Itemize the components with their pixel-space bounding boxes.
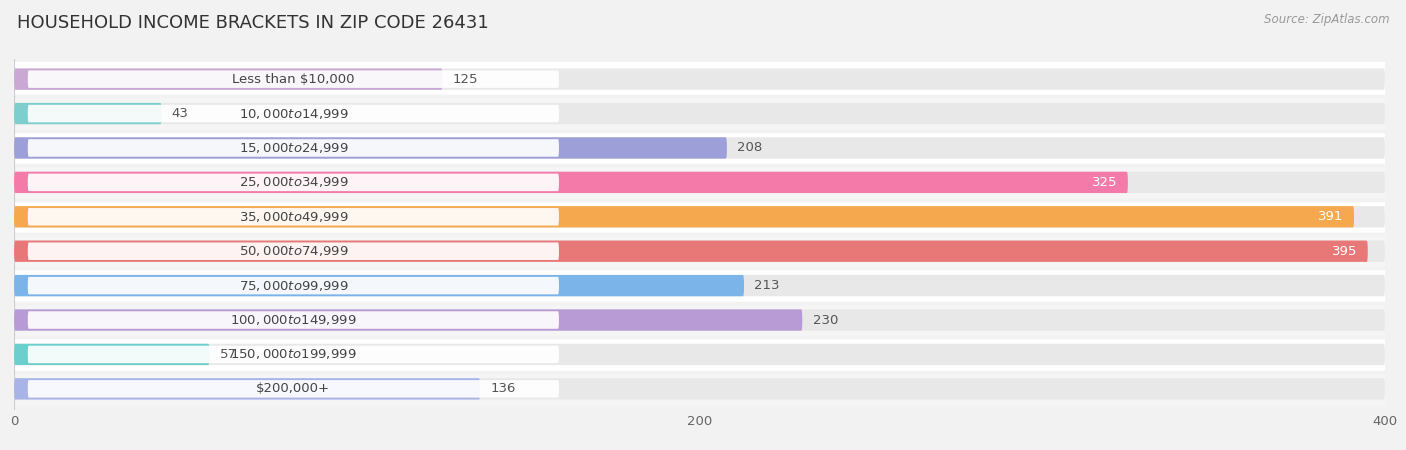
FancyBboxPatch shape	[28, 311, 560, 329]
FancyBboxPatch shape	[28, 346, 560, 363]
FancyBboxPatch shape	[14, 165, 1385, 200]
Text: 391: 391	[1319, 210, 1344, 223]
FancyBboxPatch shape	[14, 103, 1385, 124]
FancyBboxPatch shape	[14, 378, 481, 400]
FancyBboxPatch shape	[28, 243, 560, 260]
Text: Source: ZipAtlas.com: Source: ZipAtlas.com	[1264, 14, 1389, 27]
FancyBboxPatch shape	[14, 275, 1385, 296]
FancyBboxPatch shape	[28, 139, 560, 157]
FancyBboxPatch shape	[14, 344, 209, 365]
FancyBboxPatch shape	[14, 137, 727, 159]
Text: Less than $10,000: Less than $10,000	[232, 72, 354, 86]
FancyBboxPatch shape	[14, 378, 1385, 400]
Text: $75,000 to $99,999: $75,000 to $99,999	[239, 279, 349, 292]
FancyBboxPatch shape	[14, 241, 1368, 262]
FancyBboxPatch shape	[28, 277, 560, 294]
FancyBboxPatch shape	[14, 96, 1385, 131]
FancyBboxPatch shape	[28, 70, 560, 88]
FancyBboxPatch shape	[14, 206, 1385, 227]
FancyBboxPatch shape	[14, 68, 1385, 90]
FancyBboxPatch shape	[14, 68, 443, 90]
Text: 213: 213	[754, 279, 780, 292]
FancyBboxPatch shape	[14, 372, 1385, 406]
FancyBboxPatch shape	[14, 200, 1385, 234]
Text: $200,000+: $200,000+	[256, 382, 330, 396]
Text: $50,000 to $74,999: $50,000 to $74,999	[239, 244, 349, 258]
FancyBboxPatch shape	[14, 172, 1385, 193]
FancyBboxPatch shape	[14, 62, 1385, 96]
Text: HOUSEHOLD INCOME BRACKETS IN ZIP CODE 26431: HOUSEHOLD INCOME BRACKETS IN ZIP CODE 26…	[17, 14, 489, 32]
Text: 125: 125	[453, 72, 478, 86]
Text: 230: 230	[813, 314, 838, 327]
FancyBboxPatch shape	[14, 206, 1354, 227]
Text: $10,000 to $14,999: $10,000 to $14,999	[239, 107, 349, 121]
FancyBboxPatch shape	[14, 309, 803, 331]
FancyBboxPatch shape	[14, 241, 1385, 262]
FancyBboxPatch shape	[14, 303, 1385, 337]
FancyBboxPatch shape	[14, 131, 1385, 165]
Text: 208: 208	[737, 141, 762, 154]
FancyBboxPatch shape	[14, 268, 1385, 303]
Text: 395: 395	[1331, 245, 1358, 258]
FancyBboxPatch shape	[14, 137, 1385, 159]
Text: $100,000 to $149,999: $100,000 to $149,999	[231, 313, 357, 327]
FancyBboxPatch shape	[14, 309, 1385, 331]
Text: 325: 325	[1092, 176, 1118, 189]
Text: $150,000 to $199,999: $150,000 to $199,999	[231, 347, 357, 361]
FancyBboxPatch shape	[14, 275, 744, 296]
FancyBboxPatch shape	[28, 208, 560, 225]
FancyBboxPatch shape	[28, 105, 560, 122]
FancyBboxPatch shape	[28, 380, 560, 398]
FancyBboxPatch shape	[14, 103, 162, 124]
FancyBboxPatch shape	[28, 174, 560, 191]
Text: 43: 43	[172, 107, 188, 120]
FancyBboxPatch shape	[14, 234, 1385, 268]
Text: 136: 136	[491, 382, 516, 396]
FancyBboxPatch shape	[14, 337, 1385, 372]
FancyBboxPatch shape	[14, 172, 1128, 193]
FancyBboxPatch shape	[14, 344, 1385, 365]
Text: $35,000 to $49,999: $35,000 to $49,999	[239, 210, 349, 224]
Text: 57: 57	[219, 348, 236, 361]
Text: $25,000 to $34,999: $25,000 to $34,999	[239, 176, 349, 189]
Text: $15,000 to $24,999: $15,000 to $24,999	[239, 141, 349, 155]
